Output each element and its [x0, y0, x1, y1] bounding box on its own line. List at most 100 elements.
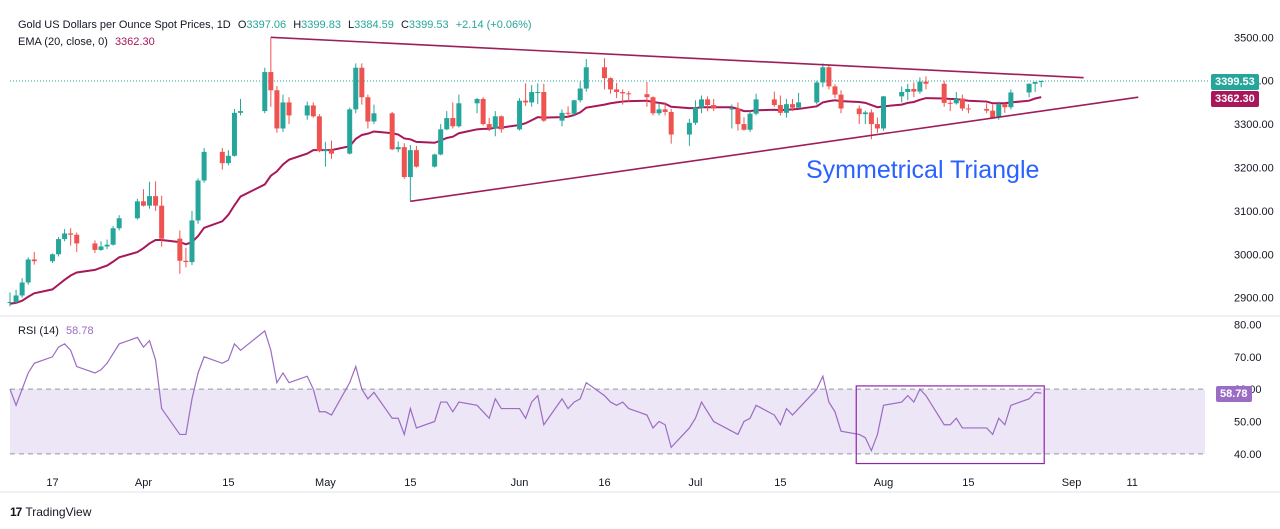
candle-body — [899, 92, 905, 97]
candle-body — [438, 129, 444, 155]
time-axis-label-12: 11 — [1126, 477, 1137, 489]
candle — [881, 95, 887, 131]
axis-layer: 3500.003400.003300.003200.003100.003000.… — [46, 32, 1273, 489]
candle — [7, 292, 13, 307]
price-axis-label-4: 3100.00 — [1234, 206, 1274, 218]
candle-body — [923, 81, 929, 84]
candle-body — [826, 67, 832, 87]
candle-body — [444, 118, 450, 130]
candle — [620, 89, 626, 105]
candle — [56, 236, 62, 257]
ema-layer — [9, 96, 1042, 305]
candle — [692, 100, 698, 125]
candle — [953, 92, 959, 105]
candle — [147, 181, 153, 209]
brand[interactable]: 17 TradingView — [10, 505, 91, 519]
candle-body — [238, 111, 244, 113]
candle-body — [686, 122, 692, 135]
candle-body — [529, 92, 535, 103]
candle — [874, 117, 880, 133]
candle — [395, 141, 401, 153]
candle — [92, 240, 98, 253]
candle-body — [705, 99, 711, 106]
candle — [662, 102, 668, 116]
candle-body — [328, 149, 334, 154]
candle-body — [953, 98, 959, 104]
close-label: C — [400, 19, 409, 31]
candle — [626, 91, 632, 103]
candle-body — [322, 149, 328, 152]
candle-body — [413, 150, 419, 167]
candle — [747, 110, 753, 132]
candle-body — [407, 150, 413, 178]
candle-body — [432, 154, 438, 167]
ema-label: EMA (20, close, 0) — [18, 36, 108, 48]
candle-body — [608, 78, 614, 90]
candle-body — [783, 104, 789, 113]
rsi-label: RSI (14) — [18, 325, 59, 337]
candle-layer — [7, 37, 1044, 307]
candle-body — [389, 113, 395, 150]
candle-body — [820, 67, 826, 83]
price-axis-label-2: 3300.00 — [1234, 119, 1274, 131]
candle — [523, 83, 529, 106]
price-header: Gold US Dollars per Ounce Spot Prices, 1… — [18, 19, 536, 31]
candle-body — [832, 86, 838, 95]
candle — [365, 94, 371, 129]
candle — [517, 98, 523, 131]
candle-body — [996, 104, 1002, 118]
candle-body — [492, 116, 498, 129]
candle — [832, 84, 838, 99]
candle — [911, 82, 917, 98]
time-axis-label-2: 15 — [222, 477, 234, 489]
candle — [474, 98, 480, 114]
candle — [771, 91, 777, 107]
candle — [650, 96, 656, 116]
candle — [316, 114, 322, 153]
candle — [177, 230, 183, 274]
candle-body — [19, 282, 25, 296]
candle-body — [662, 109, 668, 112]
candle — [140, 189, 146, 207]
candle-body — [56, 239, 62, 255]
candle — [304, 101, 310, 120]
candle-body — [577, 88, 583, 101]
candle-body — [92, 243, 98, 250]
candle — [116, 215, 122, 231]
candle-body — [881, 96, 887, 129]
candle — [838, 90, 844, 114]
candle-body — [620, 92, 626, 94]
candle — [917, 77, 923, 94]
candle-body — [474, 98, 480, 104]
candle-body — [286, 102, 292, 116]
candle-body — [747, 113, 753, 130]
candle — [1026, 83, 1032, 98]
symmetrical-triangle-label: Symmetrical Triangle — [806, 156, 1039, 184]
candle-body — [486, 124, 492, 129]
candle — [826, 64, 832, 90]
rsi-axis-label-0: 80.00 — [1234, 319, 1262, 331]
candle — [486, 118, 492, 132]
candle-body — [771, 99, 777, 106]
candle-body — [274, 90, 280, 129]
candle-body — [268, 72, 274, 91]
candle — [189, 210, 195, 266]
candle — [432, 153, 438, 168]
lower-trendline — [410, 96, 1139, 203]
time-axis-label-10: 15 — [962, 477, 974, 489]
candle — [310, 102, 316, 118]
candle — [535, 83, 541, 105]
time-axis-label-1: Apr — [135, 477, 152, 489]
candle-body — [614, 89, 620, 93]
candle-body — [711, 105, 717, 109]
trend-layer — [270, 36, 1139, 203]
candle — [668, 108, 674, 144]
candle — [699, 95, 705, 114]
price-axis-label-6: 2900.00 — [1234, 293, 1274, 305]
candle-body — [498, 116, 504, 130]
candle-body — [316, 116, 322, 152]
upper-trendline — [270, 36, 1084, 79]
candle — [644, 82, 650, 107]
